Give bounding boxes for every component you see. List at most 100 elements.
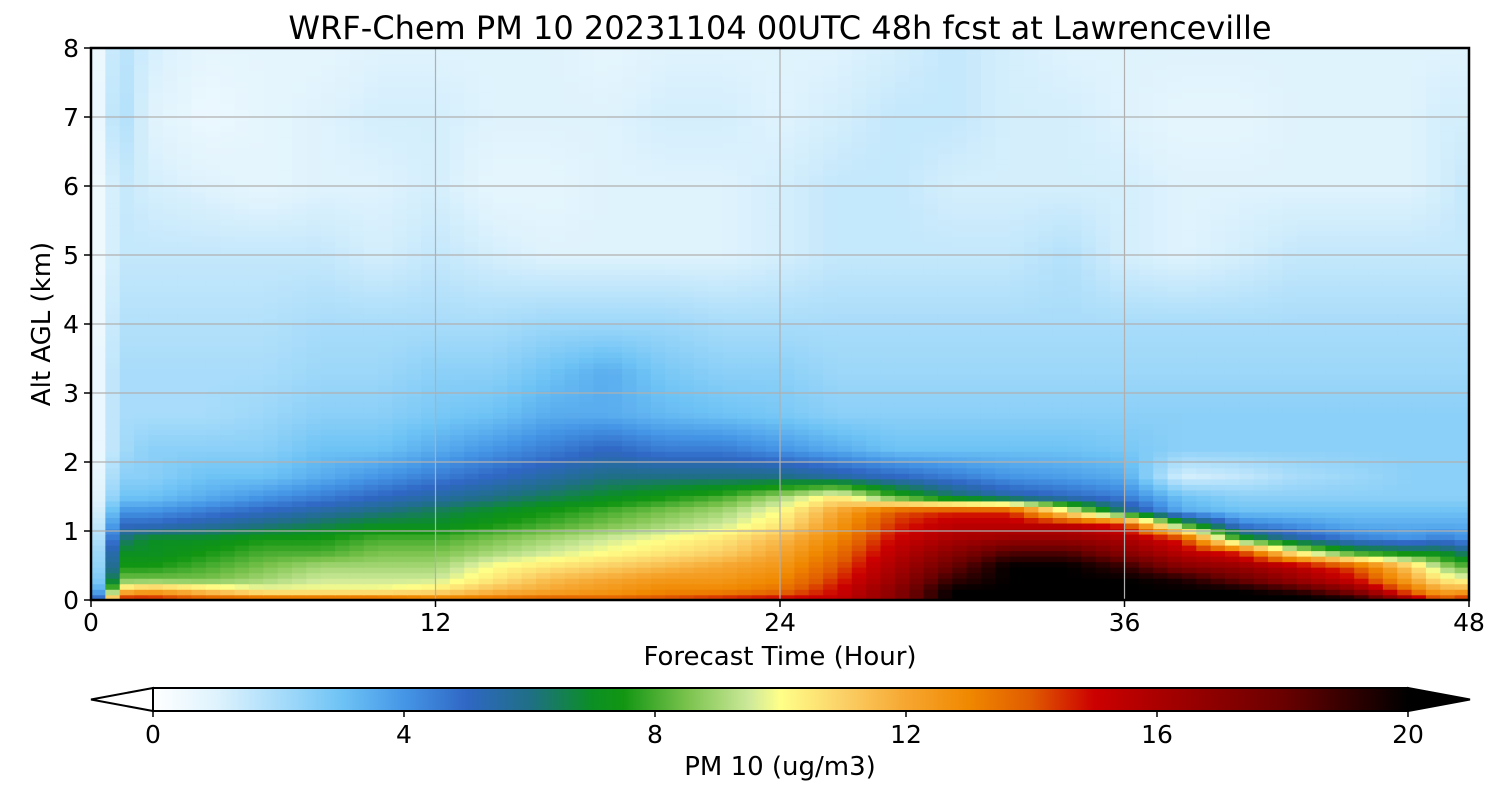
heatmap-cell [1454, 379, 1469, 386]
heatmap-cell [320, 533, 336, 541]
heatmap-cell [306, 495, 322, 502]
heatmap-cell [248, 500, 265, 507]
heatmap-cell [636, 517, 652, 524]
heatmap-cell [679, 467, 695, 474]
heatmap-cell [837, 550, 853, 557]
heatmap-cell [1440, 473, 1456, 480]
heatmap-cell [1268, 340, 1284, 347]
heatmap-cell [751, 539, 767, 546]
heatmap-cell [1411, 450, 1427, 458]
heatmap-cell [564, 428, 580, 436]
heatmap-cell [378, 351, 394, 358]
heatmap-cell [708, 324, 724, 331]
heatmap-cell [1397, 555, 1413, 563]
heatmap-cell [1397, 324, 1413, 331]
heatmap-cell [492, 467, 509, 474]
heatmap-cell [478, 539, 494, 546]
heatmap-cell [1311, 368, 1327, 375]
heatmap-cell [1196, 533, 1212, 541]
heatmap-cell [937, 588, 954, 596]
heatmap-cell [1052, 368, 1068, 375]
heatmap-cell [291, 566, 308, 574]
heatmap-cell [708, 478, 724, 485]
heatmap-cell [650, 439, 666, 447]
heatmap-cell [1124, 462, 1140, 469]
heatmap-cell [1181, 384, 1198, 392]
heatmap-cell [607, 312, 623, 320]
heatmap-cell [535, 406, 552, 414]
heatmap-cell [277, 312, 293, 320]
heatmap-cell [1325, 373, 1341, 380]
heatmap-cell [320, 500, 336, 507]
heatmap-cell [780, 373, 796, 380]
heatmap-cell [866, 500, 882, 507]
heatmap-cell [1138, 561, 1154, 568]
heatmap-cell [923, 539, 939, 546]
heatmap-cell [751, 379, 767, 386]
heatmap-cell [995, 384, 1011, 392]
heatmap-cell [693, 406, 710, 414]
heatmap-cell [205, 539, 221, 546]
heatmap-cell [708, 544, 724, 552]
heatmap-cell [507, 544, 523, 552]
heatmap-cell [464, 555, 480, 563]
heatmap-cell [980, 583, 997, 590]
heatmap-cell [335, 379, 351, 386]
heatmap-cell [478, 412, 494, 419]
heatmap-cell [291, 489, 308, 496]
heatmap-cell [205, 362, 221, 369]
heatmap-cell [335, 401, 351, 408]
heatmap-cell [1397, 533, 1413, 541]
heatmap-cell [177, 351, 193, 358]
heatmap-cell [91, 439, 107, 447]
heatmap-cell [636, 379, 652, 386]
heatmap-cell [622, 566, 638, 574]
heatmap-cell [335, 384, 351, 392]
heatmap-cell [607, 506, 623, 513]
heatmap-cell [435, 351, 451, 358]
heatmap-cell [1210, 511, 1226, 518]
heatmap-cell [622, 489, 638, 496]
heatmap-cell [679, 318, 695, 325]
heatmap-cell [923, 588, 939, 596]
heatmap-cell [966, 401, 982, 408]
heatmap-cell [263, 489, 279, 496]
heatmap-cell [722, 561, 738, 568]
heatmap-cell [693, 456, 710, 463]
heatmap-cell [1024, 462, 1040, 469]
heatmap-cell [1425, 577, 1442, 585]
heatmap-cell [177, 445, 193, 452]
heatmap-cell [1411, 362, 1427, 369]
heatmap-cell [1282, 566, 1298, 574]
heatmap-cell [320, 379, 336, 386]
heatmap-cell [248, 329, 265, 336]
heatmap-cell [636, 423, 652, 430]
heatmap-cell [636, 500, 652, 507]
heatmap-cell [1038, 434, 1054, 441]
heatmap-cell [722, 555, 738, 563]
heatmap-cell [1024, 583, 1040, 590]
heatmap-cell [952, 362, 968, 369]
heatmap-cell [607, 329, 623, 336]
heatmap-cell [91, 506, 107, 513]
heatmap-cell [421, 312, 437, 320]
heatmap-cell [1397, 423, 1413, 430]
heatmap-cell [851, 445, 867, 452]
heatmap-cell [1253, 428, 1269, 436]
heatmap-cell [1024, 522, 1040, 530]
heatmap-cell [1067, 362, 1083, 369]
heatmap-cell [349, 517, 365, 524]
heatmap-cell [134, 473, 150, 480]
heatmap-cell [392, 362, 408, 369]
heatmap-cell [220, 533, 236, 541]
heatmap-cell [650, 533, 666, 541]
heatmap-cell [1009, 456, 1025, 463]
heatmap-cell [1138, 384, 1154, 392]
heatmap-cell [1124, 434, 1140, 441]
heatmap-cell [780, 324, 796, 331]
heatmap-cell [177, 357, 193, 364]
heatmap-cell [1181, 566, 1198, 574]
heatmap-cell [665, 555, 681, 563]
heatmap-cell [349, 561, 365, 568]
heatmap-cell [220, 412, 236, 419]
